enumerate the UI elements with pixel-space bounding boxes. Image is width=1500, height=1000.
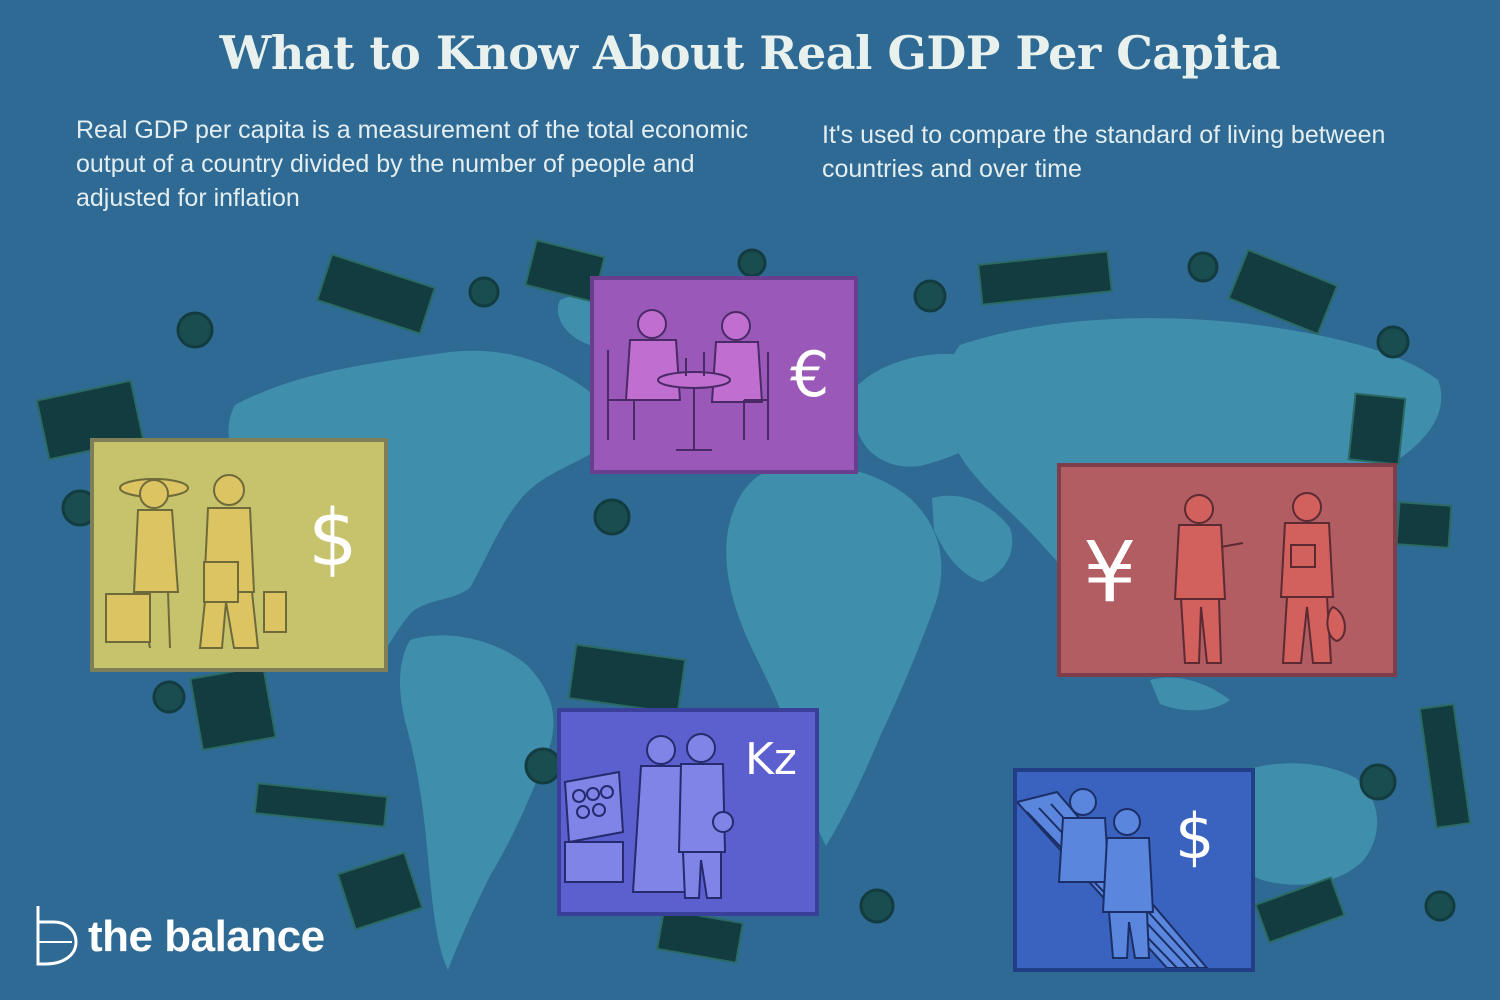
escalator-illustration	[1017, 788, 1209, 968]
arabia-shape	[932, 495, 1013, 582]
banknote-icon	[315, 253, 437, 335]
coin-icon	[1359, 763, 1397, 801]
coin-icon	[524, 747, 562, 785]
coin-icon	[737, 248, 767, 278]
coin-icon	[913, 279, 947, 313]
definition-text: Real GDP per capita is a measurement of …	[76, 116, 749, 212]
banknote-icon	[1254, 876, 1346, 944]
workers-illustration	[1173, 492, 1346, 664]
panel-escalator: $	[1013, 768, 1255, 972]
panel-workers: ¥	[1057, 463, 1397, 677]
banknote-icon	[253, 782, 389, 828]
banknote-icon	[1227, 248, 1339, 336]
banknote-icon	[567, 643, 687, 715]
market-illustration	[563, 733, 734, 899]
balance-mark-icon	[36, 906, 78, 966]
coin-icon	[859, 888, 895, 924]
africa-shape	[726, 464, 942, 846]
page-title: What to Know About Real GDP Per Capita	[219, 26, 1281, 80]
banknote-icon	[336, 851, 424, 931]
banknotes	[35, 239, 1472, 964]
dining-illustration	[607, 309, 769, 451]
coin-icon	[1376, 325, 1410, 359]
banknote-icon	[189, 664, 277, 752]
coin-icon	[1424, 890, 1456, 922]
dollar-sign-icon: $	[308, 494, 358, 584]
brand-name: the balance	[88, 912, 325, 961]
panel-market: Kz	[557, 708, 819, 916]
kwanza-sign-icon: Kz	[745, 734, 797, 785]
coin-icon	[152, 680, 186, 714]
coins	[61, 248, 1456, 924]
banknote-icon	[1347, 392, 1407, 466]
indonesia-shape	[1150, 677, 1230, 711]
panel-shoppers: $	[90, 438, 388, 672]
coin-icon	[176, 311, 214, 349]
banknote-icon	[1418, 703, 1472, 829]
usage-text: It's used to compare the standard of liv…	[822, 121, 1386, 183]
coin-icon	[1187, 251, 1219, 283]
banknote-icon	[1395, 501, 1453, 549]
yen-sign-icon: ¥	[1083, 523, 1137, 621]
banknote-icon	[655, 908, 745, 964]
panel-dining: €	[590, 276, 858, 474]
the-balance-logo: the balance	[32, 902, 362, 972]
shoppers-illustration	[105, 474, 287, 649]
coin-icon	[468, 276, 500, 308]
dollar-sign-icon: $	[1175, 800, 1215, 873]
banknote-icon	[977, 250, 1113, 306]
coin-icon	[593, 498, 631, 536]
euro-sign-icon: €	[790, 338, 830, 411]
south-america-shape	[400, 635, 554, 970]
